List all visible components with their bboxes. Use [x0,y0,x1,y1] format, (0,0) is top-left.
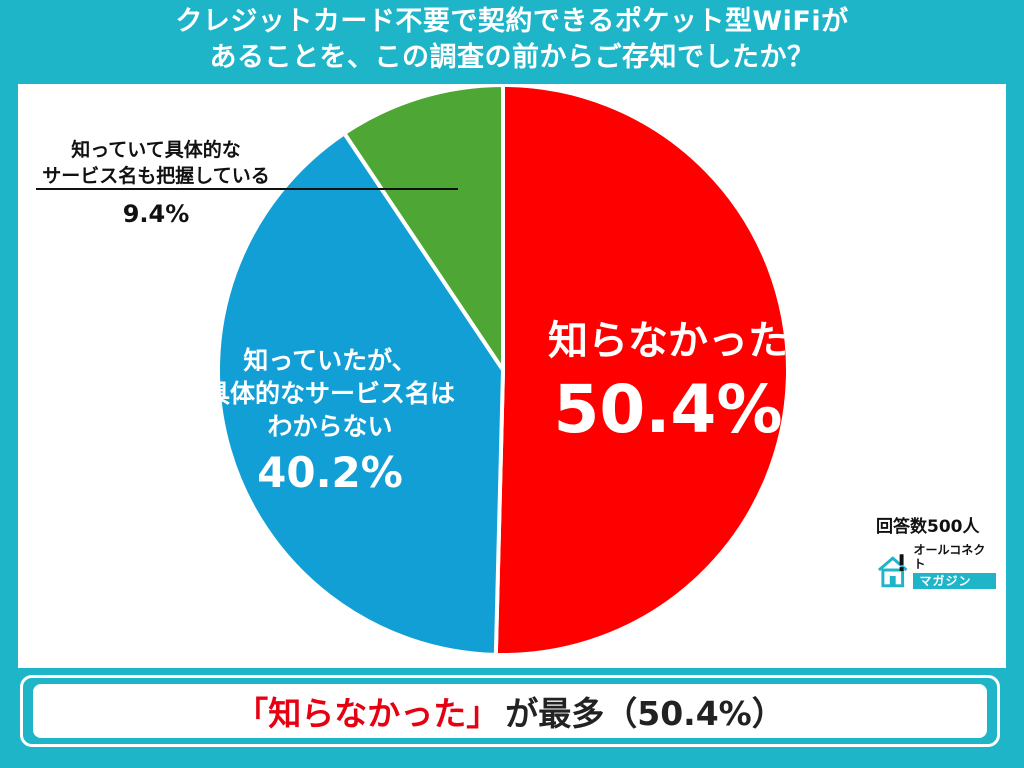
pie-slice-1 [216,131,505,657]
slice-label-2-line-0: 知っていて具体的な [71,138,240,161]
chart-panel: 知らなかった 50.4% 知っていたが、具体的なサービス名は わからない 40.2% 知っ… [18,84,1006,668]
conclusion-highlight: 「知らなかった」 [235,694,500,733]
respondent-count: 回答数500人 [876,517,980,537]
chart-meta: 回答数500人 オールコネクト マガジン [876,512,996,589]
brand-logo: オールコネクト マガジン [876,543,996,589]
slice-value-0: 50.4% [554,371,783,448]
title-line-1: クレジットカード不要で契約できるポケット型WiFiが [175,6,849,37]
slice-label-1-line-2: わからない [267,412,392,441]
slice-label-1-line-1: 具体的なサービス名は [205,379,455,408]
slice-label-0: 知らなかった [548,318,788,364]
slice-label-2-line-1: サービス名も把握している [42,164,269,187]
house-exclamation-icon [877,554,908,588]
logo-text-top: オールコネクト [913,543,986,571]
slice-value-1: 40.2% [257,448,403,497]
logo-text-bottom: マガジン [913,573,996,589]
pie-slice-2 [342,84,505,372]
conclusion-box: 「知らなかった」 が最多（50.4%） [33,684,987,738]
chart-title: クレジットカード不要で契約できるポケット型WiFiが あることを、この調査の前か… [0,4,1024,76]
pie-slice-0 [493,84,790,657]
slice-label-1-line-0: 知っていたが、 [243,346,416,375]
conclusion-rest: が最多（50.4%） [505,694,785,733]
slice-value-2: 9.4% [123,200,190,228]
title-line-2: あることを、この調査の前からご存知でしたか？ [209,42,815,73]
conclusion-banner: 「知らなかった」 が最多（50.4%） [20,675,1000,747]
